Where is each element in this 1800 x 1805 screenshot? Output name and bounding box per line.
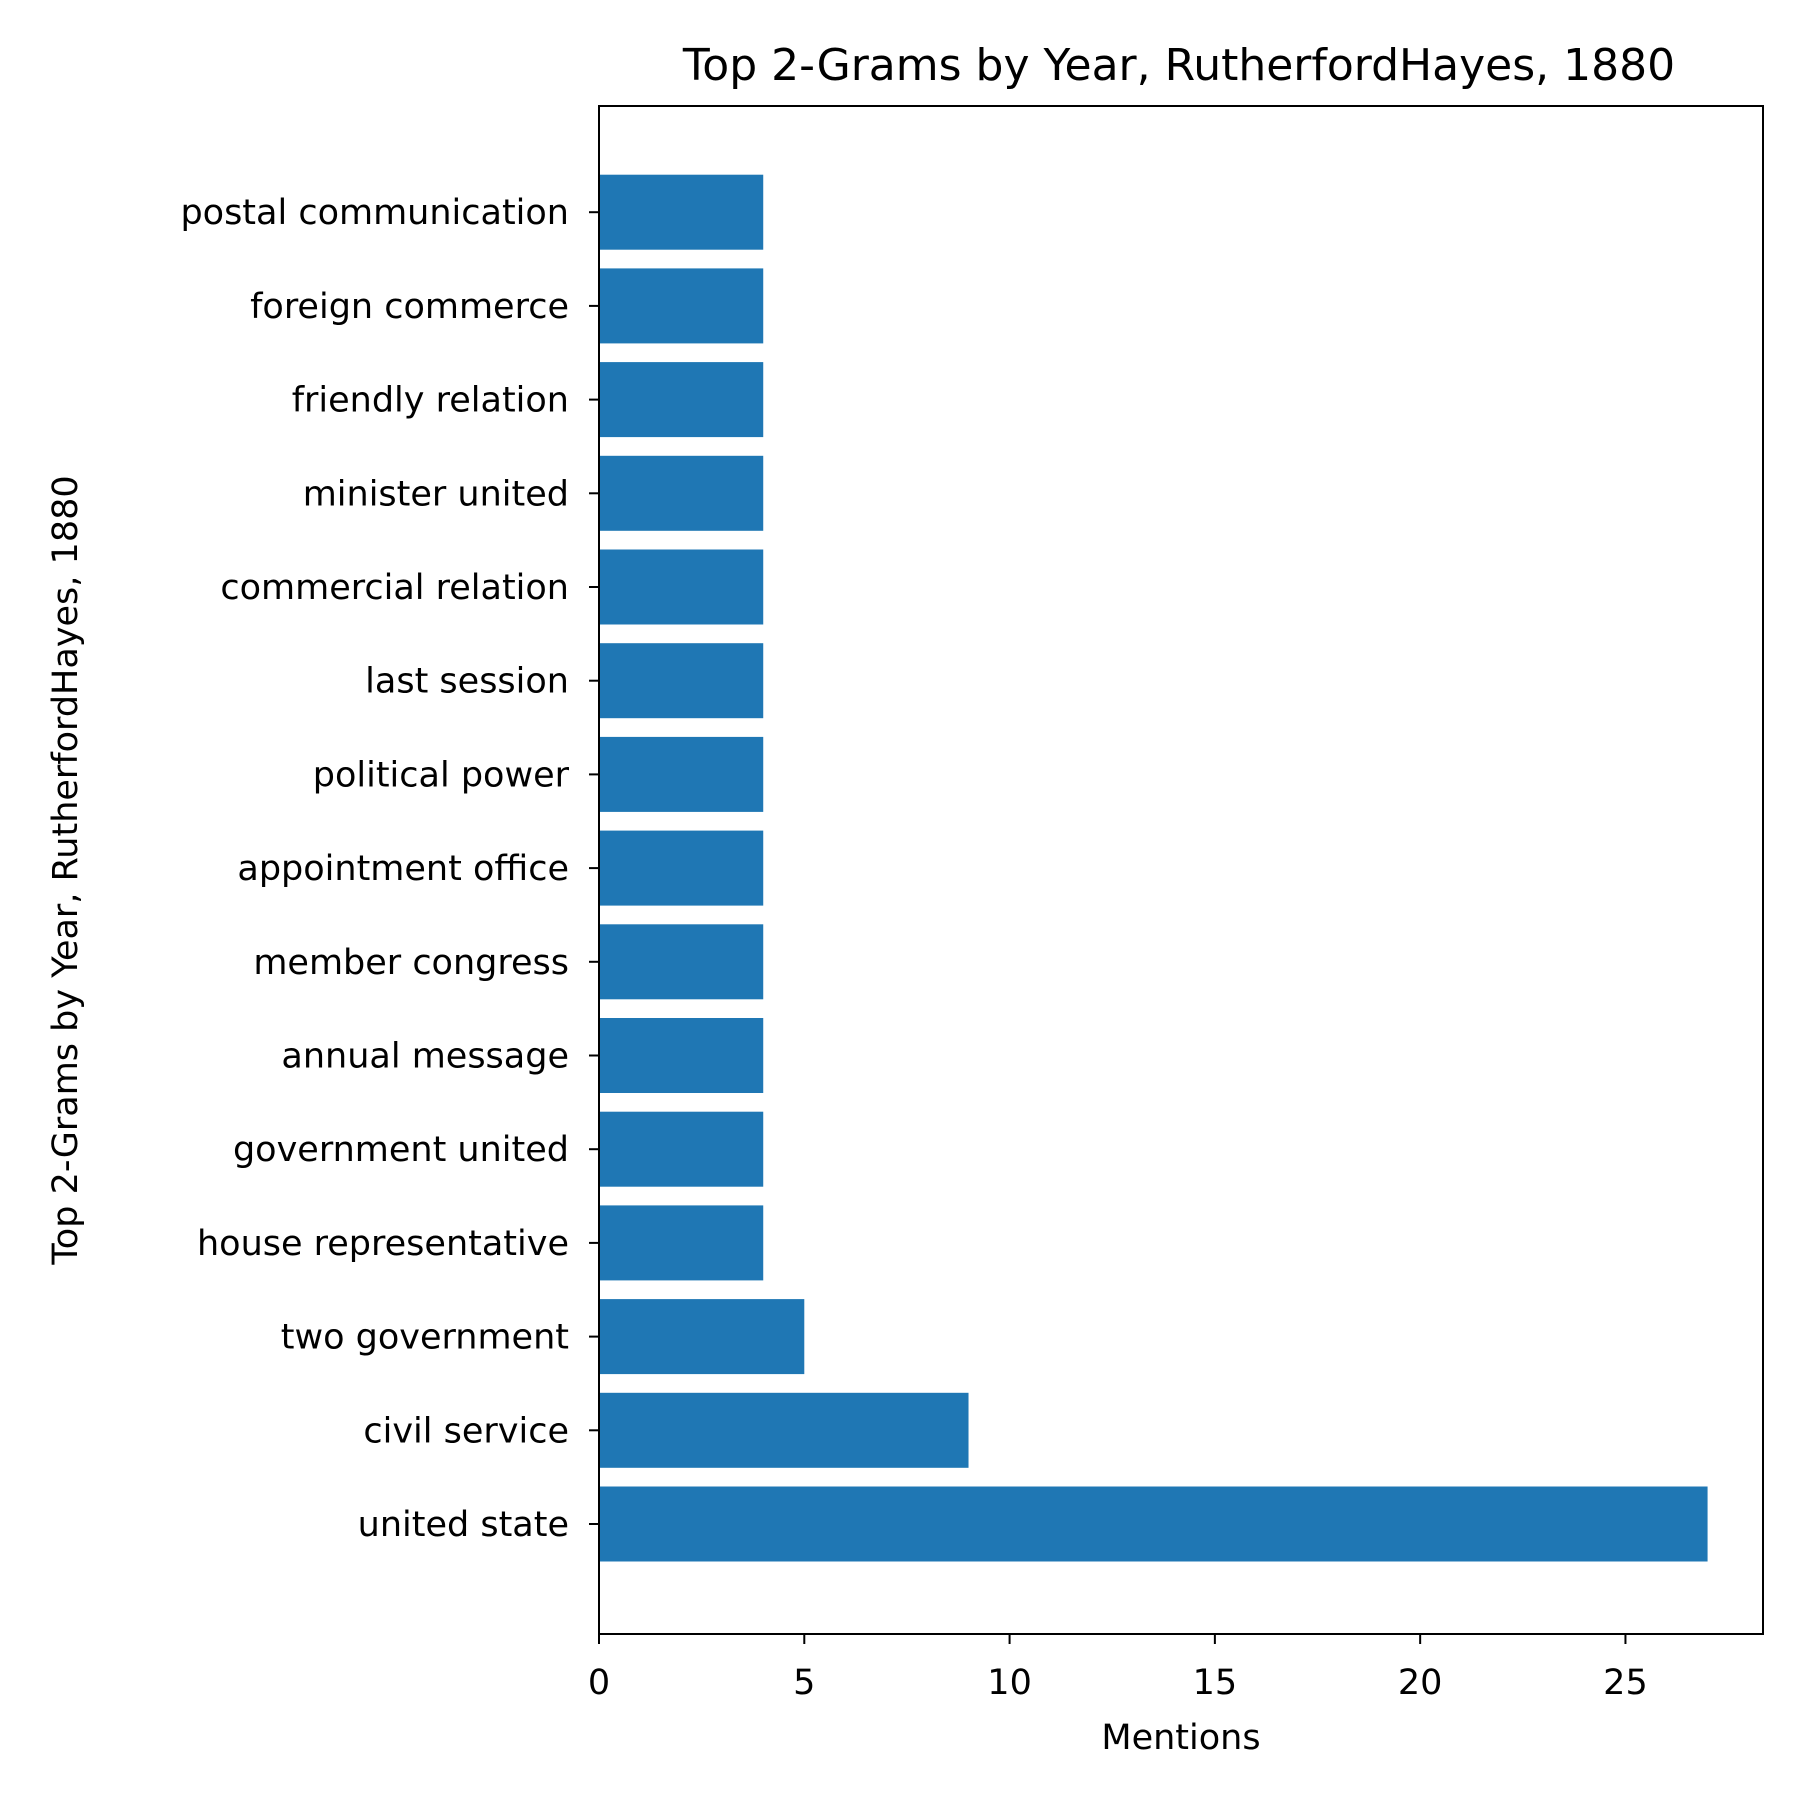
- bar-commercial-relation: [599, 549, 764, 625]
- x-axis-ticks: 0 5 10 15 20 25: [588, 1634, 1648, 1703]
- y-tick-label: foreign commerce: [250, 287, 569, 327]
- y-tick-label: civil service: [363, 1411, 569, 1451]
- y-tick-label: house representative: [197, 1224, 569, 1264]
- x-tick-label: 0: [588, 1663, 610, 1703]
- y-tick-label: two government: [281, 1318, 569, 1358]
- y-tick-label: united state: [358, 1505, 569, 1545]
- x-tick-label: 5: [793, 1663, 815, 1703]
- bar-two-government: [599, 1299, 805, 1375]
- bar-postal-communication: [599, 174, 764, 250]
- bars-group: [599, 174, 1708, 1562]
- bar-appointment-office: [599, 830, 764, 906]
- y-axis-ticks: united state civil service two government h…: [180, 193, 599, 1545]
- x-tick-label: 15: [1193, 1663, 1238, 1703]
- bar-friendly-relation: [599, 362, 764, 438]
- y-tick-label: last session: [365, 662, 569, 702]
- y-tick-label: member congress: [253, 943, 569, 983]
- bar-minister-united: [599, 455, 764, 531]
- bar-foreign-commerce: [599, 268, 764, 344]
- y-axis-label: Top 2-Grams by Year, RutherfordHayes, 18…: [46, 475, 86, 1265]
- y-tick-label: commercial relation: [220, 568, 569, 608]
- chart-title: Top 2-Grams by Year, RutherfordHayes, 18…: [682, 40, 1675, 91]
- y-tick-label: annual message: [281, 1037, 569, 1077]
- bar-house-representative: [599, 1205, 764, 1281]
- y-tick-label: friendly relation: [292, 381, 569, 421]
- bar-civil-service: [599, 1392, 969, 1468]
- y-tick-label: political power: [313, 755, 570, 795]
- y-tick-label: minister united: [303, 474, 569, 514]
- bar-annual-message: [599, 1018, 764, 1093]
- x-tick-label: 20: [1398, 1663, 1443, 1703]
- y-tick-label: postal communication: [180, 193, 569, 233]
- bar-member-congress: [599, 924, 764, 1000]
- bar-political-power: [599, 736, 764, 812]
- y-tick-label: appointment office: [237, 849, 569, 889]
- axes-frame: [598, 105, 1764, 1635]
- x-tick-label: 10: [987, 1663, 1032, 1703]
- x-axis-label: Mentions: [1101, 1718, 1260, 1758]
- bar-government-united: [599, 1111, 764, 1187]
- x-tick-label: 25: [1603, 1663, 1648, 1703]
- y-tick-label: government united: [233, 1130, 569, 1170]
- bar-last-session: [599, 643, 764, 719]
- bar-united-state: [599, 1486, 1708, 1562]
